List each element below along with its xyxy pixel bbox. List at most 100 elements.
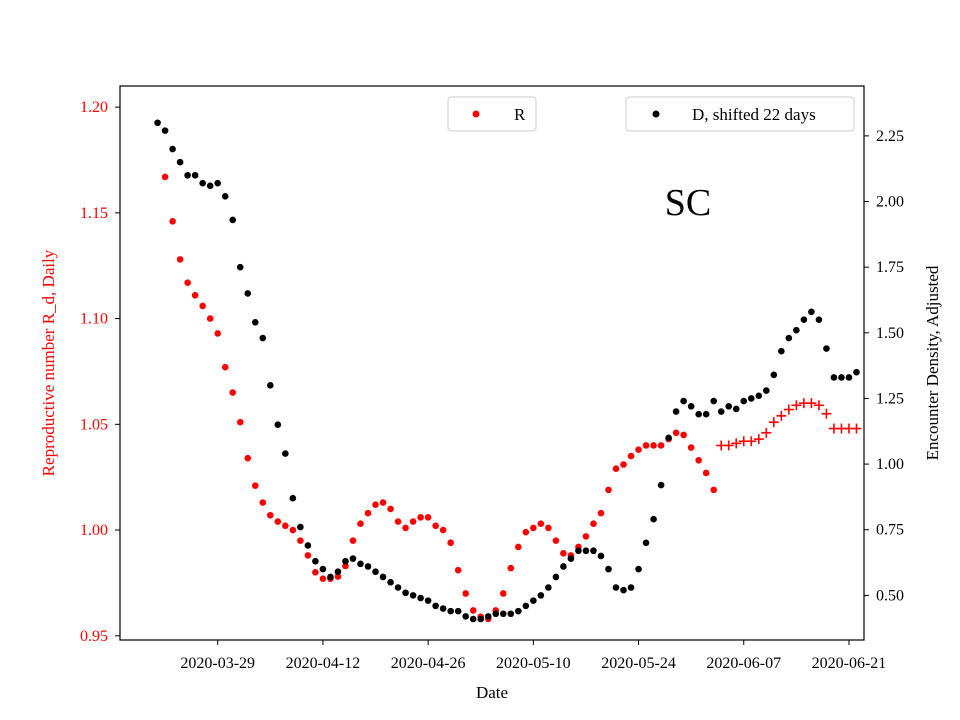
r-point bbox=[620, 461, 627, 468]
r-plus-point bbox=[731, 438, 742, 449]
r-point bbox=[289, 526, 297, 534]
r-plus-point bbox=[753, 434, 764, 445]
d-point bbox=[590, 547, 597, 555]
axes: 2020-03-29 2020-04-12 2020-04-26 2020-05-10… bbox=[80, 99, 904, 672]
r-point bbox=[545, 524, 552, 532]
d-point bbox=[297, 523, 304, 531]
r-plus-point bbox=[783, 404, 794, 415]
r-point bbox=[680, 431, 687, 439]
d-point bbox=[477, 615, 485, 623]
d-point bbox=[454, 607, 462, 615]
y-right-tick-label: 1.00 bbox=[876, 456, 904, 473]
y-right-tick-label: 2.25 bbox=[876, 128, 904, 145]
d-point bbox=[793, 326, 800, 334]
d-point bbox=[214, 179, 221, 187]
d-point bbox=[402, 589, 409, 597]
d-point bbox=[221, 192, 229, 200]
d-point bbox=[304, 542, 312, 549]
d-point bbox=[191, 171, 199, 179]
r-point bbox=[274, 518, 282, 525]
legend-d: D, shifted 22 days bbox=[625, 96, 855, 132]
legend-r-box bbox=[447, 96, 537, 132]
d-point bbox=[469, 615, 477, 623]
r-point bbox=[244, 454, 252, 462]
d-point bbox=[484, 613, 492, 620]
d-point bbox=[732, 405, 740, 413]
d-point bbox=[184, 171, 191, 179]
d-point bbox=[560, 563, 567, 570]
legend-d-marker bbox=[652, 110, 660, 118]
r-point bbox=[552, 537, 560, 544]
d-point bbox=[582, 547, 590, 555]
d-point bbox=[244, 290, 252, 297]
r-point bbox=[530, 524, 537, 532]
x-tick-label: 2020-03-29 bbox=[180, 655, 255, 672]
r-point bbox=[447, 539, 454, 547]
r-point bbox=[199, 302, 206, 310]
r-point bbox=[710, 486, 717, 494]
d-point bbox=[432, 602, 439, 610]
d-point bbox=[424, 597, 432, 604]
r-point bbox=[695, 456, 702, 464]
r-plus-point bbox=[768, 417, 779, 428]
r-plus-point bbox=[761, 427, 772, 438]
r-point bbox=[334, 573, 342, 580]
r-point bbox=[372, 501, 379, 508]
d-point bbox=[597, 552, 605, 560]
d-point bbox=[800, 316, 808, 323]
r-point bbox=[169, 218, 176, 225]
d-point bbox=[763, 387, 770, 394]
d-point bbox=[259, 334, 267, 342]
r-point bbox=[582, 533, 590, 540]
d-point bbox=[522, 602, 530, 610]
d-point bbox=[507, 610, 515, 618]
r-point bbox=[387, 505, 394, 513]
d-point bbox=[236, 263, 244, 271]
d-point bbox=[725, 403, 733, 410]
d-point bbox=[642, 539, 650, 547]
r-plus-point bbox=[791, 400, 802, 411]
d-point bbox=[282, 450, 289, 457]
d-point bbox=[417, 594, 424, 602]
d-point bbox=[620, 586, 627, 594]
y-axis-right-title: Encounter Density, Adjusted bbox=[923, 265, 942, 460]
r-plus-point bbox=[851, 423, 862, 434]
d-point bbox=[575, 547, 582, 555]
d-point bbox=[717, 408, 725, 415]
y-right-tick-label: 0.50 bbox=[876, 587, 904, 604]
d-point bbox=[372, 568, 379, 576]
legend-r-marker bbox=[472, 110, 480, 118]
d-point bbox=[229, 216, 237, 224]
legend-d-box bbox=[625, 96, 855, 132]
r-point bbox=[522, 528, 530, 536]
y-right-tick-label: 2.00 bbox=[876, 194, 904, 211]
y-left-tick-label: 1.00 bbox=[80, 522, 108, 539]
d-point bbox=[702, 410, 710, 418]
r-point bbox=[702, 469, 710, 477]
r-point bbox=[605, 486, 612, 494]
d-point bbox=[289, 494, 297, 502]
y-right-tick-label: 1.25 bbox=[876, 390, 904, 407]
r-point bbox=[282, 522, 289, 530]
y-left-tick-label: 1.05 bbox=[80, 416, 108, 433]
d-point bbox=[755, 392, 763, 400]
d-point bbox=[499, 610, 507, 618]
d-point bbox=[830, 374, 838, 381]
d-point bbox=[342, 557, 349, 565]
d-point bbox=[747, 395, 755, 402]
r-point bbox=[687, 444, 695, 451]
axes-frame bbox=[119, 85, 865, 641]
x-tick-label: 2020-05-24 bbox=[601, 655, 676, 672]
r-plus-point bbox=[806, 398, 817, 409]
d-point bbox=[650, 515, 657, 523]
d-point bbox=[635, 565, 642, 573]
d-point bbox=[845, 374, 853, 381]
r-point bbox=[454, 566, 462, 574]
r-point bbox=[304, 552, 312, 559]
d-point bbox=[409, 592, 417, 599]
d-point bbox=[838, 374, 845, 381]
r-point bbox=[537, 520, 545, 528]
d-point bbox=[319, 565, 327, 573]
d-point bbox=[379, 573, 387, 581]
r-point bbox=[597, 509, 605, 517]
